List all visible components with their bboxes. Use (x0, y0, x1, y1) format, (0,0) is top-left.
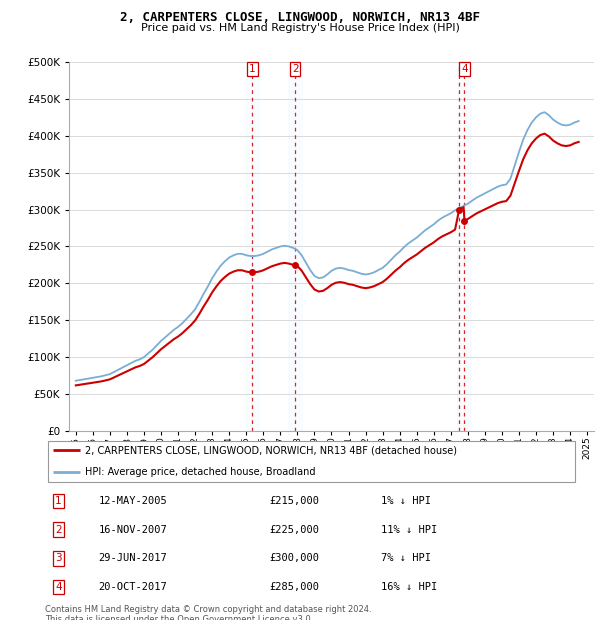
Text: 11% ↓ HPI: 11% ↓ HPI (382, 525, 437, 534)
Text: 29-JUN-2017: 29-JUN-2017 (98, 554, 167, 564)
Text: £225,000: £225,000 (269, 525, 319, 534)
Text: £215,000: £215,000 (269, 496, 319, 506)
Text: Price paid vs. HM Land Registry's House Price Index (HPI): Price paid vs. HM Land Registry's House … (140, 23, 460, 33)
Text: 20-OCT-2017: 20-OCT-2017 (98, 582, 167, 592)
Text: 16% ↓ HPI: 16% ↓ HPI (382, 582, 437, 592)
Text: 3: 3 (55, 554, 62, 564)
Text: 2, CARPENTERS CLOSE, LINGWOOD, NORWICH, NR13 4BF (detached house): 2, CARPENTERS CLOSE, LINGWOOD, NORWICH, … (85, 445, 457, 455)
Text: 4: 4 (461, 64, 468, 74)
Bar (245, 62, 260, 431)
Text: 2: 2 (292, 64, 299, 74)
FancyBboxPatch shape (47, 441, 575, 482)
Text: HPI: Average price, detached house, Broadland: HPI: Average price, detached house, Broa… (85, 467, 316, 477)
Text: 1: 1 (249, 64, 256, 74)
Text: 7% ↓ HPI: 7% ↓ HPI (382, 554, 431, 564)
Text: Contains HM Land Registry data © Crown copyright and database right 2024.
This d: Contains HM Land Registry data © Crown c… (45, 604, 371, 620)
Bar (287, 62, 303, 431)
Text: 16-NOV-2007: 16-NOV-2007 (98, 525, 167, 534)
Text: 12-MAY-2005: 12-MAY-2005 (98, 496, 167, 506)
Text: £285,000: £285,000 (269, 582, 319, 592)
Bar (457, 62, 472, 431)
Text: £300,000: £300,000 (269, 554, 319, 564)
Text: 2, CARPENTERS CLOSE, LINGWOOD, NORWICH, NR13 4BF: 2, CARPENTERS CLOSE, LINGWOOD, NORWICH, … (120, 11, 480, 24)
Text: 1: 1 (55, 496, 62, 506)
Text: 1% ↓ HPI: 1% ↓ HPI (382, 496, 431, 506)
Text: 4: 4 (55, 582, 62, 592)
Text: 2: 2 (55, 525, 62, 534)
